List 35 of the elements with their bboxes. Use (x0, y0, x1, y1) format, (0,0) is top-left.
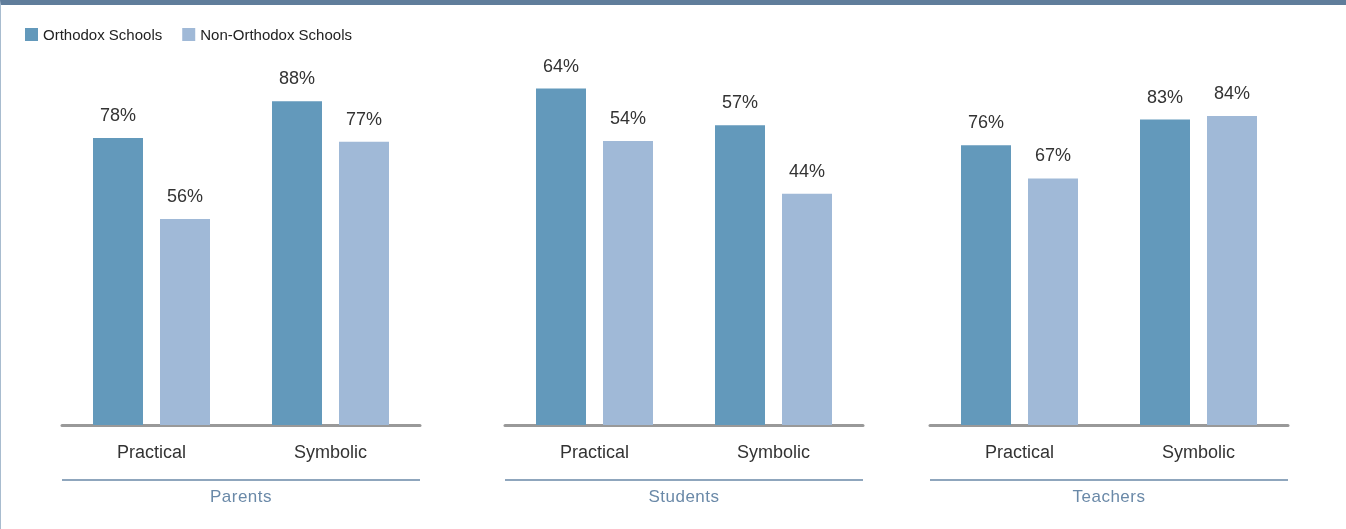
data-label: 57% (721, 92, 759, 113)
data-label: 44% (788, 160, 826, 181)
bar (536, 88, 586, 425)
bar (272, 101, 322, 425)
bar (782, 193, 832, 425)
x-axis-title: Teachers (930, 479, 1288, 507)
legend-label: Orthodox Schools (43, 26, 163, 43)
data-label: 77% (345, 108, 383, 129)
x-tick-label: Symbolic (1161, 442, 1236, 462)
x-axis-title: Students (505, 479, 863, 507)
x-axis-title: Parents (62, 479, 420, 507)
data-label: 88% (278, 68, 316, 89)
bar (1028, 178, 1078, 425)
bar (160, 218, 210, 425)
bar (1140, 119, 1190, 425)
bar (93, 137, 143, 425)
x-tick-label: Practical (984, 442, 1055, 462)
x-tick-label: Symbolic (736, 442, 811, 462)
data-label: 84% (1213, 82, 1251, 103)
bar (715, 125, 765, 425)
x-tick-label: Symbolic (293, 442, 368, 462)
bar (1207, 115, 1257, 425)
data-label: 54% (609, 108, 647, 129)
data-label: 67% (1034, 145, 1072, 166)
data-label: 83% (1146, 86, 1184, 107)
data-label: 78% (99, 104, 137, 125)
x-tick-label: Practical (559, 442, 630, 462)
bar (603, 141, 653, 425)
bar (339, 141, 389, 425)
legend-label: Non-Orthodox Schools (200, 26, 352, 43)
x-tick-label: Practical (116, 442, 187, 462)
bar (961, 145, 1011, 425)
data-label: 64% (542, 55, 580, 76)
data-label: 56% (166, 185, 204, 206)
data-label: 76% (967, 112, 1005, 133)
